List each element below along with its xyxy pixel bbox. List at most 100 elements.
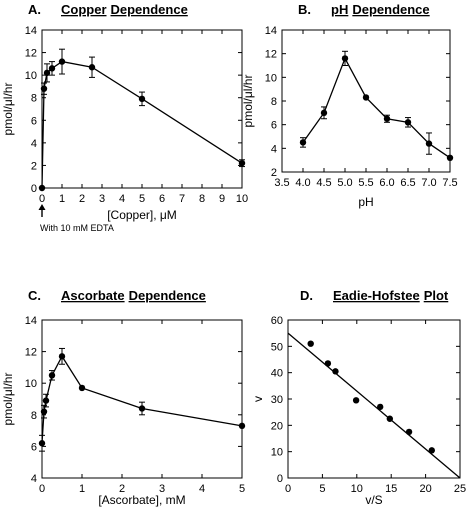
- panel-title: A. Copper Dependence: [28, 2, 188, 17]
- data-point: [88, 64, 96, 71]
- plot-frame: [281, 29, 451, 173]
- data-point: [138, 405, 146, 412]
- y-tick-label: 0: [31, 183, 37, 195]
- x-tick-label: 7: [179, 193, 185, 205]
- x-tick-label: 2: [79, 193, 85, 205]
- series-line: [41, 355, 243, 444]
- data-point: [446, 154, 454, 161]
- y-tick-label: 14: [25, 25, 37, 37]
- y-axis-label: v: [251, 396, 265, 402]
- arrow-up-icon: [38, 204, 46, 210]
- x-tick-label: 3: [99, 193, 105, 205]
- data-point: [324, 360, 332, 367]
- panel-title: C. Ascorbate Dependence: [28, 288, 206, 303]
- x-tick-label: 5.5: [358, 177, 373, 189]
- x-tick-label: 1: [79, 483, 85, 495]
- panel-letter: D.: [300, 288, 313, 303]
- x-axis-label: pH: [358, 195, 373, 209]
- y-tick-label: 8: [31, 410, 37, 422]
- data-point: [48, 372, 56, 379]
- y-axis-label: pmol/μl/hr: [1, 373, 15, 426]
- x-tick-label: 1: [59, 193, 65, 205]
- y-tick-label: 8: [31, 93, 37, 105]
- data-point: [58, 58, 66, 65]
- data-point: [238, 422, 246, 430]
- data-point: [38, 184, 46, 192]
- x-axis-label: [Copper], μM: [107, 208, 177, 222]
- title-word: Copper: [61, 2, 107, 17]
- series-line: [41, 60, 243, 189]
- x-tick-label: 3: [159, 483, 165, 495]
- data-point: [352, 397, 360, 404]
- title-word: Eadie-Hofstee: [333, 288, 420, 303]
- panel-letter: C.: [28, 288, 41, 303]
- data-point: [38, 440, 46, 447]
- plot-frame: [41, 29, 243, 189]
- data-point: [43, 69, 51, 77]
- x-tick-label: 7.0: [421, 177, 436, 189]
- x-tick-label: 10: [351, 483, 363, 495]
- x-tick-label: 2: [119, 483, 125, 495]
- x-tick-label: 3.5: [274, 177, 289, 189]
- x-tick-label: 0: [39, 483, 45, 495]
- panel-a: A. Copper Dependence: [28, 2, 246, 217]
- data-point: [341, 55, 349, 62]
- y-tick-label: 10: [25, 378, 37, 390]
- y-tick-label: 2: [271, 167, 277, 179]
- x-tick-label: 4.0: [295, 177, 310, 189]
- x-tick-label: 9: [219, 193, 225, 205]
- x-tick-label: 5: [239, 483, 245, 495]
- y-tick-label: 4: [271, 143, 277, 155]
- panel-title: B. pH Dependence: [298, 2, 430, 17]
- y-tick-label: 8: [271, 96, 277, 108]
- x-tick-label: 5.0: [337, 177, 352, 189]
- data-point: [320, 109, 328, 117]
- data-point: [42, 397, 50, 404]
- x-axis-label: v/S: [365, 493, 382, 507]
- x-tick-label: 25: [454, 483, 466, 495]
- plot-frame: [41, 319, 243, 479]
- y-tick-label: 6: [31, 115, 37, 127]
- x-tick-label: 4.5: [316, 177, 331, 189]
- y-tick-label: 12: [25, 48, 37, 60]
- title-word: Ascorbate: [61, 288, 125, 303]
- data-point: [40, 85, 48, 92]
- x-tick-label: 0: [39, 193, 45, 205]
- y-tick-label: 2: [31, 160, 37, 172]
- x-tick-label: 6: [159, 193, 165, 205]
- x-tick-label: 4: [119, 193, 125, 205]
- y-tick-label: 12: [25, 347, 37, 359]
- x-tick-label: 5: [319, 483, 325, 495]
- y-axis-label: pmol/μl/hr: [1, 83, 15, 136]
- x-tick-label: 6.5: [400, 177, 415, 189]
- data-point: [404, 119, 412, 126]
- y-axis-label: pmol/μl/hr: [241, 75, 255, 128]
- data-point: [405, 428, 413, 436]
- y-tick-label: 30: [271, 394, 283, 406]
- title-word: Plot: [424, 288, 449, 303]
- x-axis-label: [Ascorbate], mM: [98, 493, 185, 507]
- y-tick-label: 12: [265, 49, 277, 61]
- panel-d: D. Eadie-Hofstee Plot: [287, 288, 461, 479]
- data-point: [362, 94, 370, 101]
- data-point: [386, 415, 394, 422]
- panel-b: B. pH Dependence: [281, 2, 454, 173]
- data-point: [48, 65, 56, 72]
- data-point: [299, 139, 307, 146]
- title-word: Dependence: [352, 2, 429, 17]
- y-tick-label: 0: [277, 473, 283, 485]
- panel-c: C. Ascorbate Dependence: [28, 288, 246, 479]
- title-word: pH: [331, 2, 348, 17]
- y-tick-label: 4: [31, 138, 37, 150]
- annotation: With 10 mM EDTA: [40, 223, 114, 233]
- y-tick-label: 10: [25, 70, 37, 82]
- y-tick-label: 6: [31, 441, 37, 453]
- x-tick-label: 10: [236, 193, 248, 205]
- x-tick-label: 0: [285, 483, 291, 495]
- data-point: [78, 384, 86, 392]
- y-tick-label: 40: [271, 368, 283, 380]
- y-tick-label: 14: [265, 25, 277, 37]
- title-word: Dependence: [111, 2, 188, 17]
- x-tick-label: 20: [419, 483, 431, 495]
